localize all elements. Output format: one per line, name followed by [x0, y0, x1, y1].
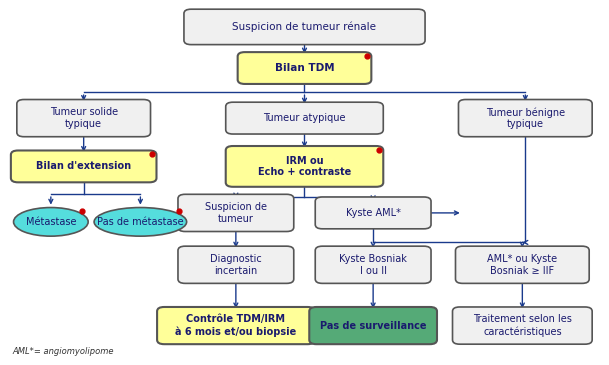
- FancyBboxPatch shape: [456, 246, 589, 283]
- Text: IRM ou
Echo + contraste: IRM ou Echo + contraste: [258, 155, 351, 177]
- FancyBboxPatch shape: [226, 102, 383, 134]
- Text: Tumeur bénigne
typique: Tumeur bénigne typique: [486, 107, 565, 129]
- Text: Tumeur solide
typique: Tumeur solide typique: [49, 107, 118, 129]
- Text: Bilan d'extension: Bilan d'extension: [36, 161, 131, 172]
- Text: Suspicion de
tumeur: Suspicion de tumeur: [205, 202, 267, 224]
- Text: Suspicion de tumeur rénale: Suspicion de tumeur rénale: [233, 22, 376, 32]
- FancyBboxPatch shape: [309, 307, 437, 344]
- Text: Métastase: Métastase: [26, 217, 76, 227]
- Text: Bilan TDM: Bilan TDM: [275, 63, 334, 73]
- FancyBboxPatch shape: [452, 307, 592, 344]
- Text: AML*= angiomyolipome: AML*= angiomyolipome: [12, 347, 113, 356]
- Text: Contrôle TDM/IRM
à 6 mois et/ou biopsie: Contrôle TDM/IRM à 6 mois et/ou biopsie: [175, 315, 297, 337]
- Ellipse shape: [94, 208, 186, 236]
- FancyBboxPatch shape: [315, 246, 431, 283]
- FancyBboxPatch shape: [184, 9, 425, 45]
- Text: AML* ou Kyste
Bosniak ≥ IIF: AML* ou Kyste Bosniak ≥ IIF: [487, 254, 557, 276]
- FancyBboxPatch shape: [17, 100, 150, 137]
- FancyBboxPatch shape: [226, 146, 383, 187]
- FancyBboxPatch shape: [178, 194, 294, 231]
- FancyBboxPatch shape: [238, 52, 371, 84]
- Text: Kyste AML*: Kyste AML*: [346, 208, 401, 218]
- Ellipse shape: [13, 208, 88, 236]
- FancyBboxPatch shape: [157, 307, 315, 344]
- FancyBboxPatch shape: [315, 197, 431, 229]
- FancyBboxPatch shape: [11, 150, 157, 182]
- FancyBboxPatch shape: [459, 100, 592, 137]
- FancyBboxPatch shape: [178, 246, 294, 283]
- Text: Pas de surveillance: Pas de surveillance: [320, 320, 426, 331]
- Text: Traitement selon les
caractéristiques: Traitement selon les caractéristiques: [473, 315, 572, 337]
- Text: Diagnostic
incertain: Diagnostic incertain: [210, 254, 262, 276]
- Text: Kyste Bosniak
I ou II: Kyste Bosniak I ou II: [339, 254, 407, 276]
- Text: Tumeur atypique: Tumeur atypique: [263, 113, 346, 123]
- Text: Pas de métastase: Pas de métastase: [97, 217, 184, 227]
